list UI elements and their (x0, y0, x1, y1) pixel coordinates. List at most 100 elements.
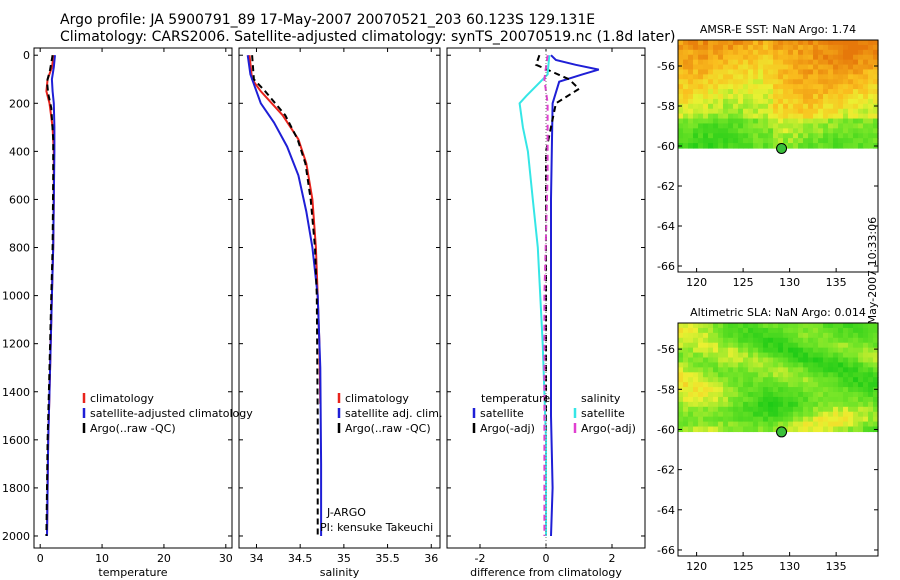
map-cell (768, 54, 774, 61)
map-cell (713, 44, 719, 51)
map-cell (843, 401, 849, 408)
map-cell (863, 69, 869, 75)
annotation-pi: PI: kensuke Takeuchi (320, 521, 433, 534)
map-cell (813, 40, 819, 46)
map-cell (728, 406, 734, 413)
map-cell (818, 401, 824, 408)
map-cell (728, 332, 734, 339)
map-cell (828, 123, 834, 129)
map-cell (698, 411, 704, 418)
y-tick-label: -60 (657, 423, 675, 436)
map-cell (783, 392, 789, 398)
map-cell (693, 98, 699, 105)
map-cell (868, 143, 874, 149)
map-cell (848, 69, 854, 75)
map-cell (803, 108, 809, 115)
map-cell (778, 79, 784, 85)
map-cell (768, 411, 774, 418)
map-cell (833, 40, 839, 46)
map-cell (713, 143, 719, 149)
map-cell (713, 103, 719, 110)
map-cell (753, 327, 759, 334)
map-cell (803, 40, 809, 46)
map-cell (818, 84, 824, 90)
map-cell (738, 332, 744, 339)
map-cell (843, 372, 849, 378)
map-cell (703, 347, 709, 354)
map-cell (713, 327, 719, 334)
map-cell (858, 421, 864, 428)
y-tick-label: 2000 (2, 530, 30, 543)
map-cell (758, 323, 764, 329)
map-cell (848, 44, 854, 51)
map-cell (753, 123, 759, 129)
map-cell (868, 133, 874, 139)
map-cell (743, 401, 749, 408)
map-cell (698, 352, 704, 359)
map-cell (848, 327, 854, 334)
map-cell (813, 133, 819, 139)
map-cell (823, 84, 829, 90)
map-cell (783, 337, 789, 344)
map-cell (873, 392, 879, 398)
map-cell (773, 401, 779, 408)
map-cell (838, 44, 844, 51)
map-cell (728, 347, 734, 354)
map-cell (813, 421, 819, 428)
map-cell (718, 108, 724, 115)
map-cell (798, 84, 804, 90)
map-cell (853, 84, 859, 90)
map-cell (733, 89, 739, 95)
annotation-program: J-ARGO (326, 506, 366, 519)
map-cell (748, 416, 754, 423)
map-cell (768, 416, 774, 423)
map-cell (678, 327, 684, 334)
map-cell (708, 323, 714, 329)
map-cell (823, 387, 829, 393)
map-cell (748, 406, 754, 413)
map-cell (823, 128, 829, 134)
map-cell (743, 382, 749, 388)
map-cell (788, 49, 794, 56)
map-cell (803, 84, 809, 90)
map-cell (823, 357, 829, 364)
map-cell (808, 84, 814, 90)
map-cell (843, 377, 849, 383)
map-cell (858, 377, 864, 383)
map-cell (718, 323, 724, 329)
map-cell (688, 372, 694, 378)
map-cell (733, 103, 739, 110)
map-cell (683, 143, 689, 149)
map-cell (863, 421, 869, 428)
map-cell (713, 332, 719, 339)
map-cell (773, 372, 779, 378)
map-cell (858, 113, 864, 120)
map-cell (693, 372, 699, 378)
map-cell (683, 123, 689, 129)
map-cell (728, 143, 734, 149)
map-cell (738, 74, 744, 80)
map-cell (858, 362, 864, 368)
map-cell (693, 382, 699, 388)
map-cell (718, 362, 724, 368)
map-cell (813, 406, 819, 413)
map-cell (773, 357, 779, 364)
map-cell (678, 392, 684, 398)
map-cell (803, 337, 809, 344)
map-cell (738, 421, 744, 428)
map-cell (863, 367, 869, 373)
map-cell (693, 108, 699, 115)
map-cell (783, 138, 789, 144)
map-cell (753, 347, 759, 354)
map-cell (763, 74, 769, 80)
map-cell (678, 416, 684, 423)
map-cell (748, 342, 754, 349)
map-cell (708, 416, 714, 423)
map-cell (723, 64, 729, 71)
map-cell (858, 103, 864, 110)
map-frame (677, 322, 879, 557)
map-cell (788, 123, 794, 129)
map-cell (763, 387, 769, 393)
map-cell (728, 401, 734, 408)
map-cell (803, 332, 809, 339)
